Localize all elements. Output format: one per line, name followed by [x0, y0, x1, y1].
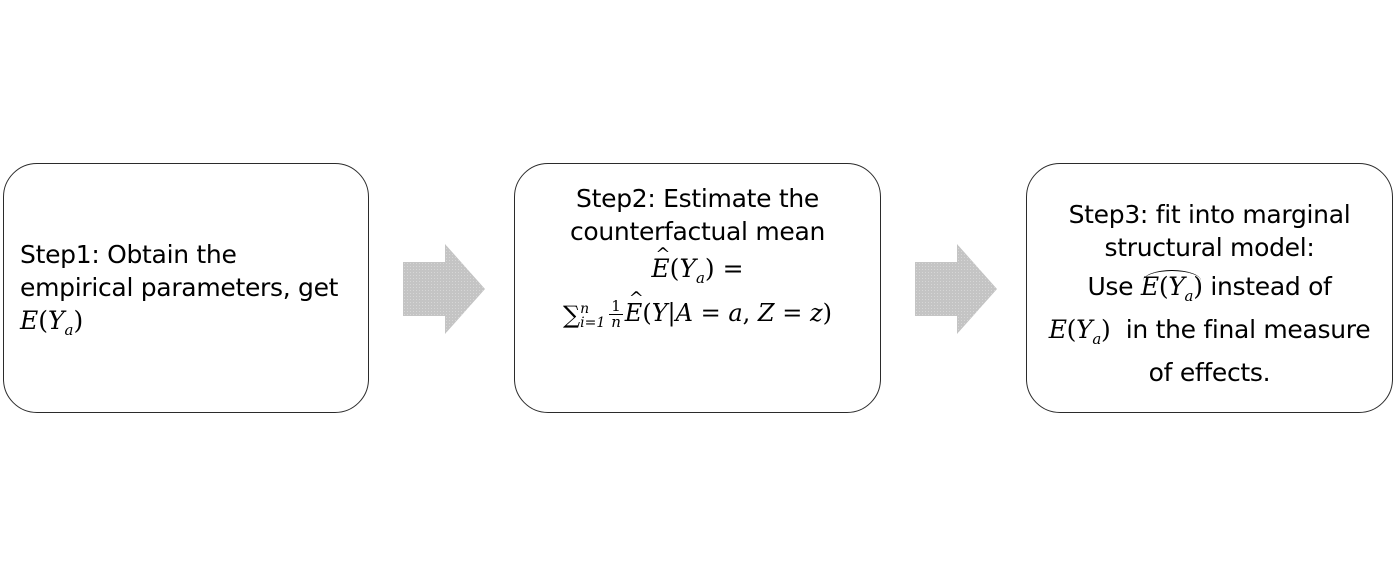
step3-line5: of effects.: [1148, 358, 1271, 387]
step3-box: Step3: fit into marginal structural mode…: [1026, 163, 1393, 413]
step1-content: Step1: Obtain the empirical parameters, …: [20, 238, 338, 347]
step3-formula-hat: E(Ya): [1141, 270, 1203, 313]
step3-final-text: in the final measure: [1125, 315, 1371, 344]
step2-formula-line2: ∑ni=11nE(Y|A = a, Z = z): [515, 281, 880, 333]
right-arrow-icon: [915, 244, 997, 334]
step3-instead-text: instead of: [1210, 272, 1332, 301]
step1-line1: Step1: Obtain the: [20, 240, 237, 269]
step3-content: Step3: fit into marginal structural mode…: [1027, 198, 1392, 389]
step1-line2: empirical parameters, get: [20, 273, 339, 302]
step3-line1: Step3: fit into marginal: [1068, 200, 1351, 229]
step3-line4: E(Ya) in the final measure: [1027, 313, 1392, 356]
step3-line3: Use E(Ya) instead of: [1027, 270, 1392, 313]
step1-box: Step1: Obtain the empirical parameters, …: [3, 163, 369, 413]
step3-line2: structural model:: [1104, 233, 1315, 262]
right-arrow-icon: [403, 244, 485, 334]
step2-content: Step2: Estimate the counterfactual mean …: [515, 182, 880, 333]
step2-line2: counterfactual mean: [569, 217, 826, 246]
step2-line1: Step2: Estimate the: [576, 184, 819, 213]
step3-use-text: Use: [1087, 272, 1134, 301]
step2-formula-line1: E(Ya) =: [515, 238, 880, 295]
step1-formula: E(Ya): [20, 306, 84, 339]
step2-box: Step2: Estimate the counterfactual mean …: [514, 163, 881, 413]
step3-formula: E(Ya): [1048, 315, 1111, 348]
